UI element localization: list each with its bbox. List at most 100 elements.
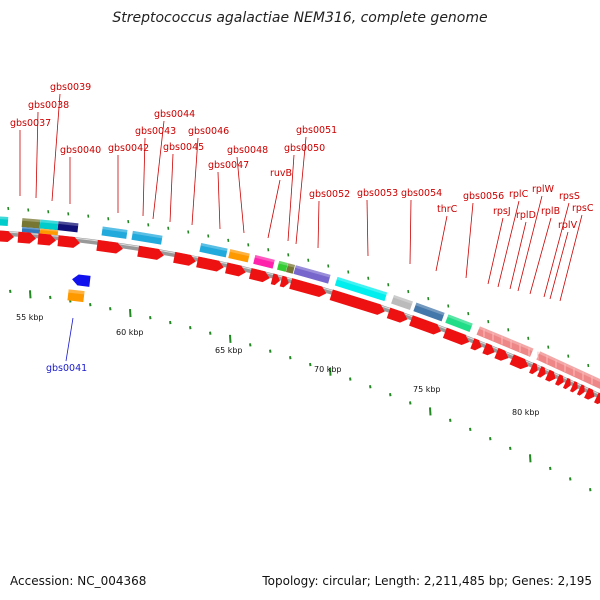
scale-label: 80 kbp bbox=[512, 408, 540, 417]
gene-label[interactable]: gbs0043 bbox=[135, 126, 176, 137]
gene-label[interactable]: gbs0056 bbox=[463, 191, 504, 202]
feature-tick bbox=[347, 270, 350, 274]
gene-label[interactable]: gbs0044 bbox=[154, 109, 195, 120]
feature-tick bbox=[127, 220, 130, 224]
cds-arrow-shape bbox=[482, 343, 495, 356]
cds-arrow bbox=[57, 235, 80, 248]
cds-arrow bbox=[509, 354, 529, 370]
reverse-cds-arrow bbox=[72, 274, 91, 287]
cog-block-rect bbox=[39, 219, 59, 231]
label-leader bbox=[435, 215, 448, 272]
scale-tick bbox=[209, 331, 212, 335]
feature-tick bbox=[327, 264, 330, 268]
cog-block-rect bbox=[413, 302, 445, 322]
cog-block bbox=[413, 302, 445, 322]
cog-block-rect bbox=[277, 260, 288, 272]
gene-label[interactable]: rplD bbox=[516, 210, 536, 221]
cog-block-shine bbox=[336, 276, 388, 296]
backbone-line bbox=[0, 230, 600, 399]
cds-arrow bbox=[270, 273, 280, 286]
cds-arrow-shape bbox=[279, 275, 289, 288]
feature-tick bbox=[467, 312, 470, 316]
cog-block-rect bbox=[391, 294, 413, 311]
reverse-cog-block-shine bbox=[68, 289, 85, 295]
gene-label[interactable]: rplC bbox=[509, 189, 529, 200]
cog-block-rect bbox=[199, 243, 228, 258]
cds-arrow-shape bbox=[329, 289, 385, 315]
gene-label[interactable]: gbs0051 bbox=[296, 125, 337, 136]
gene-label[interactable]: gbs0054 bbox=[401, 188, 442, 199]
gene-label[interactable]: gbs0052 bbox=[309, 189, 350, 200]
gene-labels: gbs0037 gbs0038 gbs0039 gbs0040 gbs0042 … bbox=[10, 82, 594, 374]
cds-arrow bbox=[196, 256, 224, 272]
cds-arrow bbox=[576, 384, 585, 396]
cog-block bbox=[131, 230, 163, 245]
gene-label[interactable]: gbs0042 bbox=[108, 143, 149, 154]
gene-label[interactable]: gbs0037 bbox=[10, 118, 51, 129]
cds-arrow bbox=[137, 245, 164, 260]
scale-tick bbox=[289, 356, 292, 360]
cog-block bbox=[285, 263, 296, 274]
cds-arrow bbox=[173, 251, 196, 266]
label-leader bbox=[142, 137, 146, 217]
gene-label[interactable]: rplV bbox=[558, 220, 578, 231]
label-leader bbox=[559, 214, 583, 302]
cds-arrow-shape bbox=[470, 338, 482, 351]
cog-block-shine bbox=[254, 255, 275, 263]
gene-label[interactable]: rplW bbox=[532, 184, 555, 195]
gene-label[interactable]: gbs0039 bbox=[50, 82, 91, 93]
scale-label: 70 kbp bbox=[314, 365, 342, 374]
cog-block bbox=[199, 243, 228, 258]
cds-arrow-shape bbox=[555, 374, 564, 386]
cds-arrow-shape bbox=[594, 392, 600, 405]
cds-arrow-shape bbox=[57, 235, 80, 248]
gene-label[interactable]: rpsC bbox=[572, 203, 594, 214]
feature-tick bbox=[227, 238, 230, 242]
gene-label[interactable]: gbs0045 bbox=[163, 142, 204, 153]
scale-tick bbox=[169, 320, 172, 325]
gene-label[interactable]: thrC bbox=[437, 204, 458, 215]
gene-label[interactable]: rpsJ bbox=[493, 206, 511, 217]
label-leader-reverse bbox=[65, 317, 74, 362]
cog-block-shine bbox=[295, 265, 331, 278]
gene-label[interactable]: rplB bbox=[541, 206, 560, 217]
scale-tick bbox=[249, 343, 252, 347]
feature-tick bbox=[527, 336, 530, 340]
gene-label[interactable]: gbs0053 bbox=[357, 188, 398, 199]
scale-tick bbox=[269, 349, 272, 353]
gene-label[interactable]: gbs0038 bbox=[28, 100, 69, 111]
feature-tick bbox=[167, 226, 170, 230]
cds-arrow bbox=[225, 262, 246, 277]
cds-arrow-shape bbox=[0, 230, 14, 243]
cog-block-shine bbox=[40, 228, 59, 232]
scale-tick bbox=[149, 316, 152, 320]
cds-arrow-shape bbox=[509, 354, 529, 370]
gene-label[interactable]: gbs0046 bbox=[188, 126, 229, 137]
cds-arrow bbox=[279, 275, 289, 288]
scale-tick bbox=[569, 477, 572, 481]
gene-label[interactable]: rpsS bbox=[559, 191, 580, 202]
gene-label-reverse[interactable]: gbs0041 bbox=[46, 363, 87, 374]
feature-tick bbox=[7, 206, 10, 211]
gene-label[interactable]: ruvB bbox=[270, 168, 292, 179]
gene-label[interactable]: gbs0050 bbox=[284, 143, 325, 154]
cds-arrow-shape bbox=[37, 233, 56, 246]
cog-block-rect bbox=[334, 276, 388, 302]
scale-tick bbox=[469, 427, 472, 432]
cog-block bbox=[39, 228, 59, 236]
cog-block-rect bbox=[21, 218, 41, 229]
cog-block bbox=[21, 227, 41, 234]
gene-label[interactable]: gbs0048 bbox=[227, 145, 268, 156]
feature-tick bbox=[407, 289, 410, 294]
cds-arrow-shape bbox=[409, 315, 442, 335]
label-leader bbox=[543, 202, 570, 298]
cds-arrow-shape bbox=[225, 262, 246, 277]
scale-tick bbox=[109, 307, 112, 311]
scale-tick bbox=[389, 393, 392, 397]
gene-label[interactable]: gbs0047 bbox=[208, 160, 249, 171]
cog-block-rect bbox=[293, 265, 331, 284]
gene-label[interactable]: gbs0040 bbox=[60, 145, 101, 156]
feature-tick bbox=[427, 297, 430, 301]
cds-arrow-shape bbox=[442, 327, 470, 346]
